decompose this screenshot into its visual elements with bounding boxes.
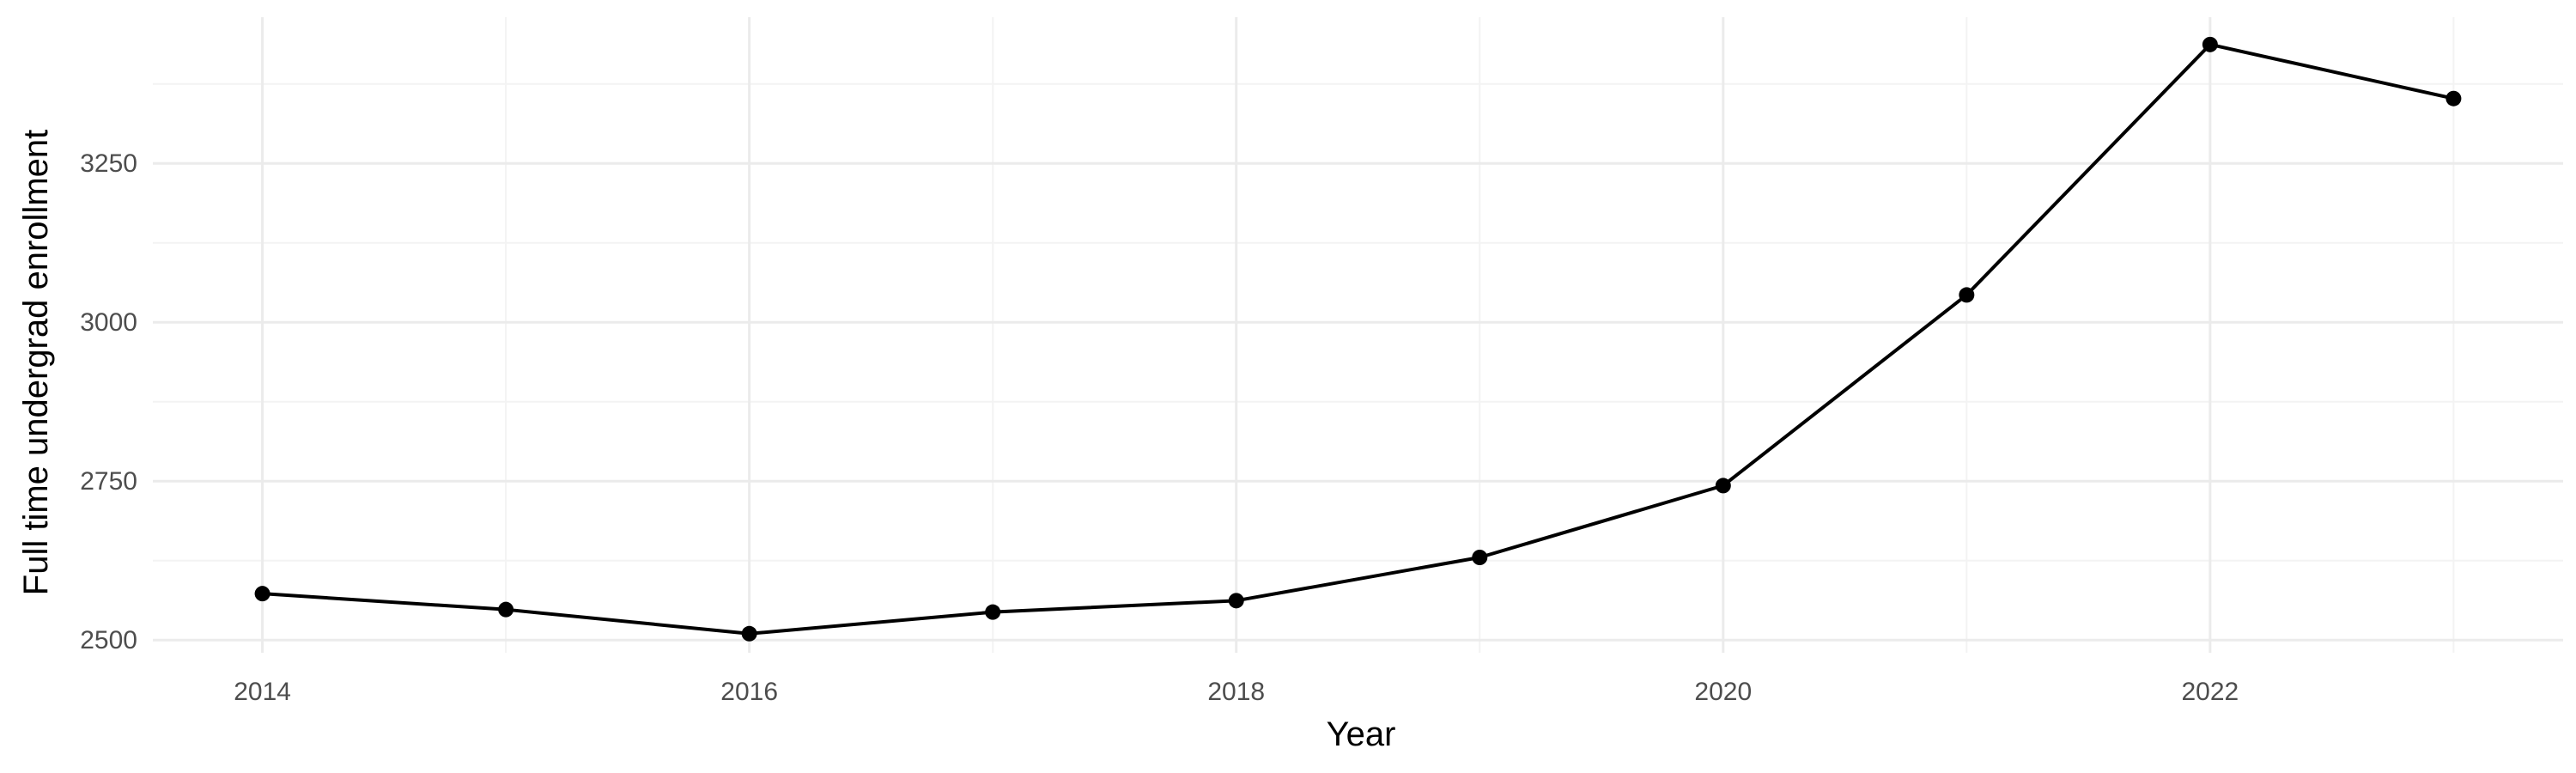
data-point (1959, 287, 1975, 303)
y-tick-label: 3250 (80, 149, 137, 178)
x-tick-label: 2020 (1694, 678, 1752, 706)
data-point (741, 625, 757, 642)
y-axis-title: Full time undergrad enrollment (17, 130, 55, 595)
major-gridlines (153, 17, 2563, 653)
data-point (254, 586, 270, 602)
x-tick-label: 2016 (720, 678, 778, 706)
y-axis-tick-labels: 2500 2750 3000 3250 (80, 149, 137, 654)
data-points (254, 36, 2462, 642)
data-point (2202, 36, 2218, 52)
series-line-group (262, 42, 2454, 636)
y-tick-label: 2500 (80, 626, 137, 654)
data-point (498, 601, 514, 618)
x-tick-label: 2014 (234, 678, 291, 706)
y-tick-label: 2750 (80, 467, 137, 496)
series-line (262, 42, 2454, 636)
x-axis-title: Year (1327, 715, 1396, 753)
minor-gridlines (153, 17, 2563, 653)
x-axis-tick-labels: 2014 2016 2018 2020 2022 (234, 678, 2239, 706)
x-tick-label: 2018 (1207, 678, 1265, 706)
x-tick-label: 2022 (2181, 678, 2239, 706)
data-point (1472, 550, 1488, 565)
data-point (1715, 478, 1731, 494)
y-tick-label: 3000 (80, 308, 137, 337)
data-point (1228, 593, 1244, 609)
data-point (2445, 90, 2462, 107)
data-point (985, 604, 1001, 620)
